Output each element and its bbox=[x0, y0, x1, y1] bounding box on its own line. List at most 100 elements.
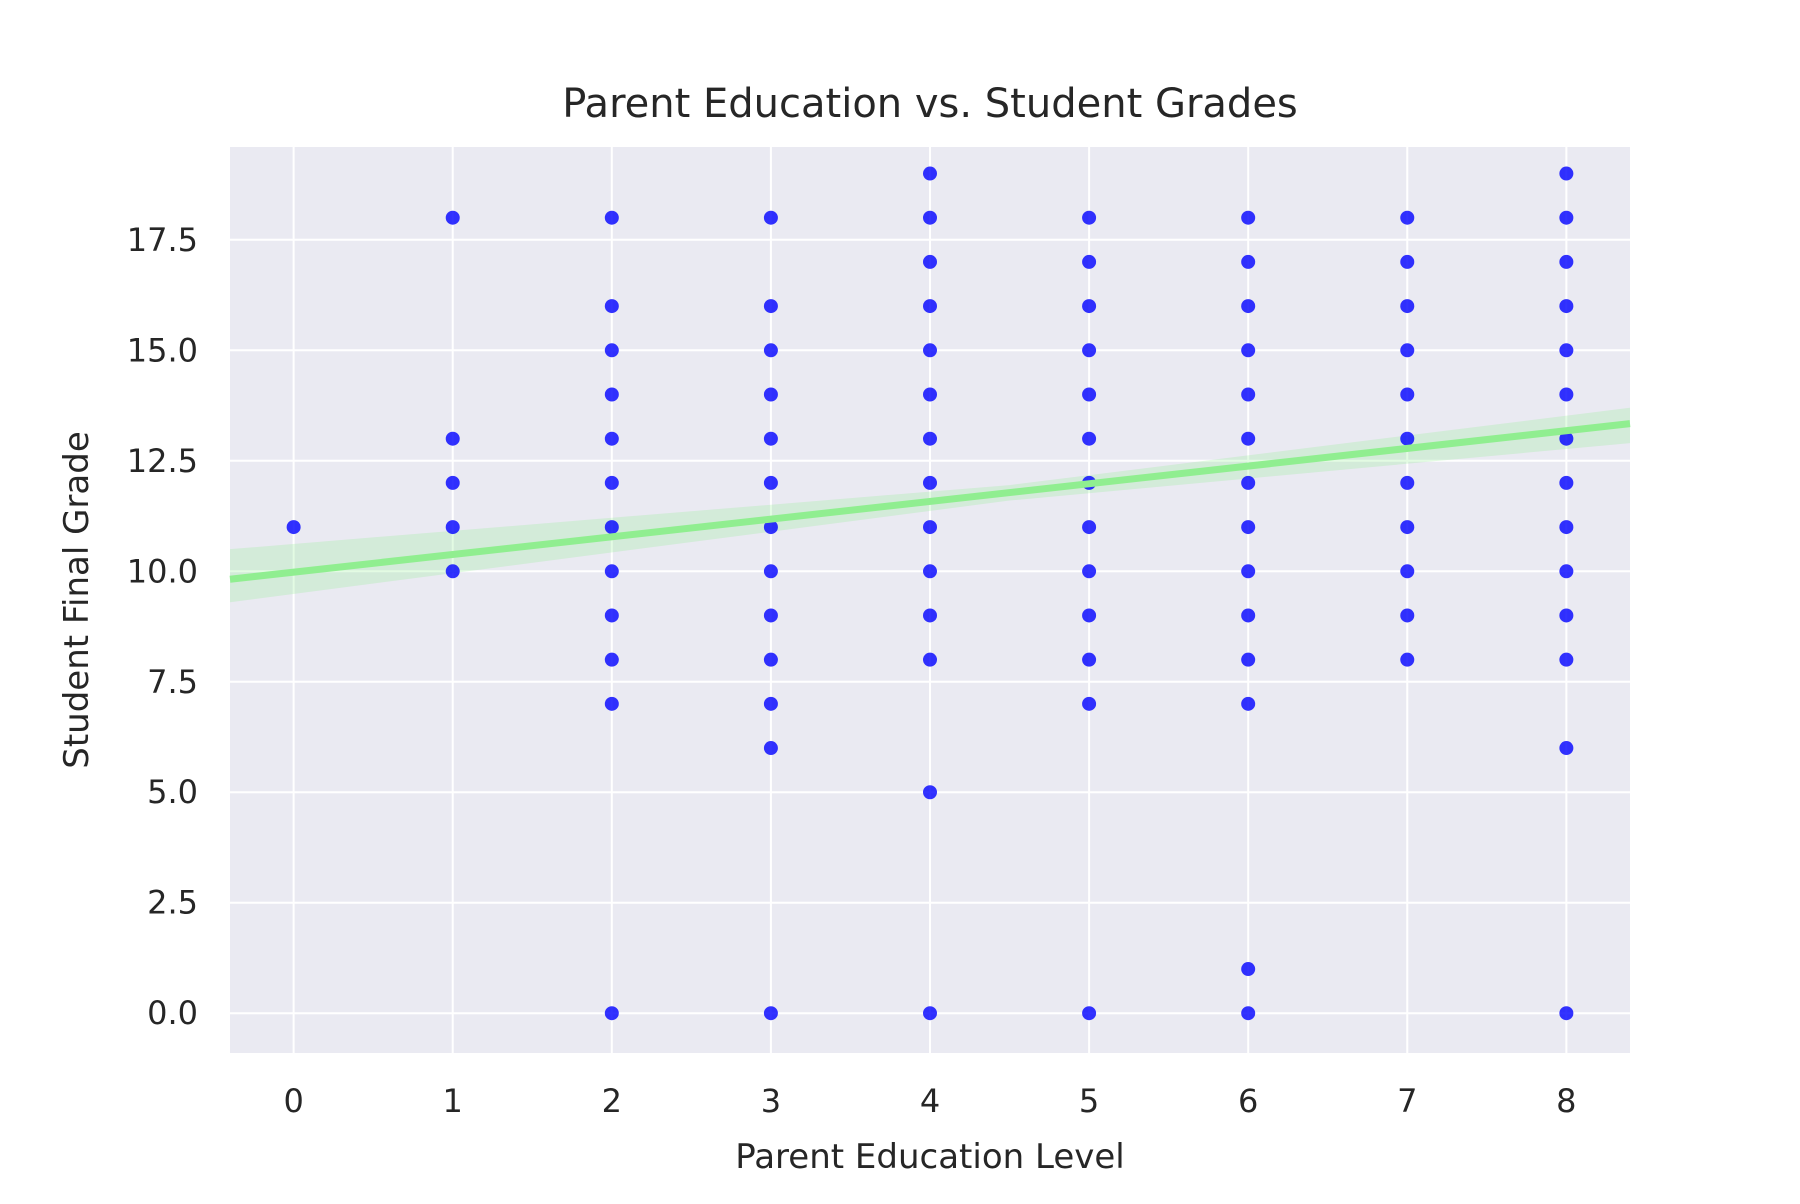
data-point bbox=[604, 431, 619, 446]
data-point bbox=[1400, 343, 1415, 358]
y-tick-label: 7.5 bbox=[147, 663, 198, 701]
x-tick-label: 7 bbox=[1397, 1082, 1417, 1120]
data-point bbox=[923, 254, 937, 269]
data-point bbox=[1241, 343, 1256, 358]
data-point bbox=[286, 520, 301, 535]
data-point bbox=[763, 431, 778, 446]
data-point bbox=[763, 1006, 778, 1021]
data-point bbox=[1559, 387, 1574, 402]
data-point bbox=[1082, 343, 1097, 358]
data-point bbox=[604, 520, 619, 535]
data-point bbox=[923, 387, 937, 402]
confidence-band bbox=[230, 407, 1630, 603]
data-point bbox=[1400, 299, 1415, 314]
data-point bbox=[1241, 254, 1256, 269]
data-point bbox=[1082, 1006, 1097, 1021]
data-point bbox=[923, 1006, 937, 1021]
data-point bbox=[1559, 299, 1574, 314]
data-point bbox=[1241, 299, 1256, 314]
x-tick-label: 4 bbox=[920, 1082, 940, 1120]
data-point bbox=[604, 299, 619, 314]
data-point bbox=[923, 166, 937, 181]
data-point bbox=[1559, 652, 1574, 667]
data-point bbox=[1082, 520, 1097, 535]
x-tick-label: 1 bbox=[443, 1082, 463, 1120]
data-point bbox=[1559, 210, 1574, 225]
data-point bbox=[1559, 475, 1574, 490]
y-tick-label: 12.5 bbox=[127, 442, 198, 480]
data-point bbox=[923, 431, 937, 446]
y-tick-label: 15.0 bbox=[127, 331, 198, 369]
data-point bbox=[923, 299, 937, 314]
data-point bbox=[1559, 166, 1574, 181]
data-point bbox=[1559, 431, 1574, 446]
data-point bbox=[1241, 520, 1256, 535]
data-point bbox=[1241, 387, 1256, 402]
regression-line bbox=[229, 420, 1631, 583]
data-point bbox=[1400, 652, 1415, 667]
x-tick-label: 6 bbox=[1238, 1082, 1258, 1120]
data-point bbox=[1400, 520, 1415, 535]
x-tick-labels: 0 1 2 3 4 5 6 7 8 bbox=[283, 1082, 1576, 1120]
data-point bbox=[1082, 210, 1097, 225]
data-point bbox=[1559, 254, 1574, 269]
data-point bbox=[1559, 741, 1574, 756]
data-point bbox=[1082, 299, 1097, 314]
data-points bbox=[286, 166, 1574, 1021]
data-point bbox=[445, 475, 460, 490]
data-point bbox=[1400, 431, 1415, 446]
data-point bbox=[1559, 1006, 1574, 1021]
data-point bbox=[923, 785, 937, 800]
data-point bbox=[1241, 431, 1256, 446]
data-point bbox=[1082, 696, 1097, 711]
data-point bbox=[763, 741, 778, 756]
data-point bbox=[604, 387, 619, 402]
data-point bbox=[445, 210, 460, 225]
data-point bbox=[763, 475, 778, 490]
data-point bbox=[763, 520, 778, 535]
data-point bbox=[1082, 652, 1097, 667]
data-point bbox=[763, 343, 778, 358]
data-point bbox=[1241, 564, 1256, 579]
x-tick-label: 3 bbox=[761, 1082, 781, 1120]
data-point bbox=[1559, 564, 1574, 579]
data-point bbox=[1241, 475, 1256, 490]
data-point bbox=[1082, 431, 1097, 446]
data-point bbox=[923, 608, 937, 623]
x-axis-label: Parent Education Level bbox=[735, 1137, 1124, 1177]
data-point bbox=[604, 696, 619, 711]
y-tick-label: 17.5 bbox=[127, 221, 198, 259]
chart-title: Parent Education vs. Student Grades bbox=[562, 81, 1298, 127]
x-tick-label: 0 bbox=[283, 1082, 303, 1120]
data-point bbox=[1241, 1006, 1256, 1021]
data-point bbox=[1082, 254, 1097, 269]
data-point bbox=[1082, 608, 1097, 623]
y-tick-label: 5.0 bbox=[147, 773, 198, 811]
data-point bbox=[445, 564, 460, 579]
data-point bbox=[923, 520, 937, 535]
y-tick-label: 2.5 bbox=[147, 884, 198, 922]
regression-line-group bbox=[229, 420, 1631, 583]
data-point bbox=[923, 652, 937, 667]
data-point bbox=[1400, 210, 1415, 225]
data-point bbox=[1241, 210, 1256, 225]
y-axis-label: Student Final Grade bbox=[57, 431, 97, 768]
data-point bbox=[445, 520, 460, 535]
data-point bbox=[1241, 696, 1256, 711]
data-point bbox=[1400, 475, 1415, 490]
data-point bbox=[763, 608, 778, 623]
data-point bbox=[1082, 387, 1097, 402]
data-point bbox=[604, 343, 619, 358]
data-point bbox=[763, 299, 778, 314]
data-point bbox=[923, 343, 937, 358]
data-point bbox=[1241, 962, 1256, 977]
data-point bbox=[1400, 564, 1415, 579]
y-tick-labels: 0.0 2.5 5.0 7.5 10.0 12.5 15.0 17.5 bbox=[127, 221, 198, 1032]
data-point bbox=[923, 475, 937, 490]
data-point bbox=[923, 564, 937, 579]
data-point bbox=[604, 475, 619, 490]
data-point bbox=[1082, 564, 1097, 579]
x-tick-label: 8 bbox=[1556, 1082, 1576, 1120]
